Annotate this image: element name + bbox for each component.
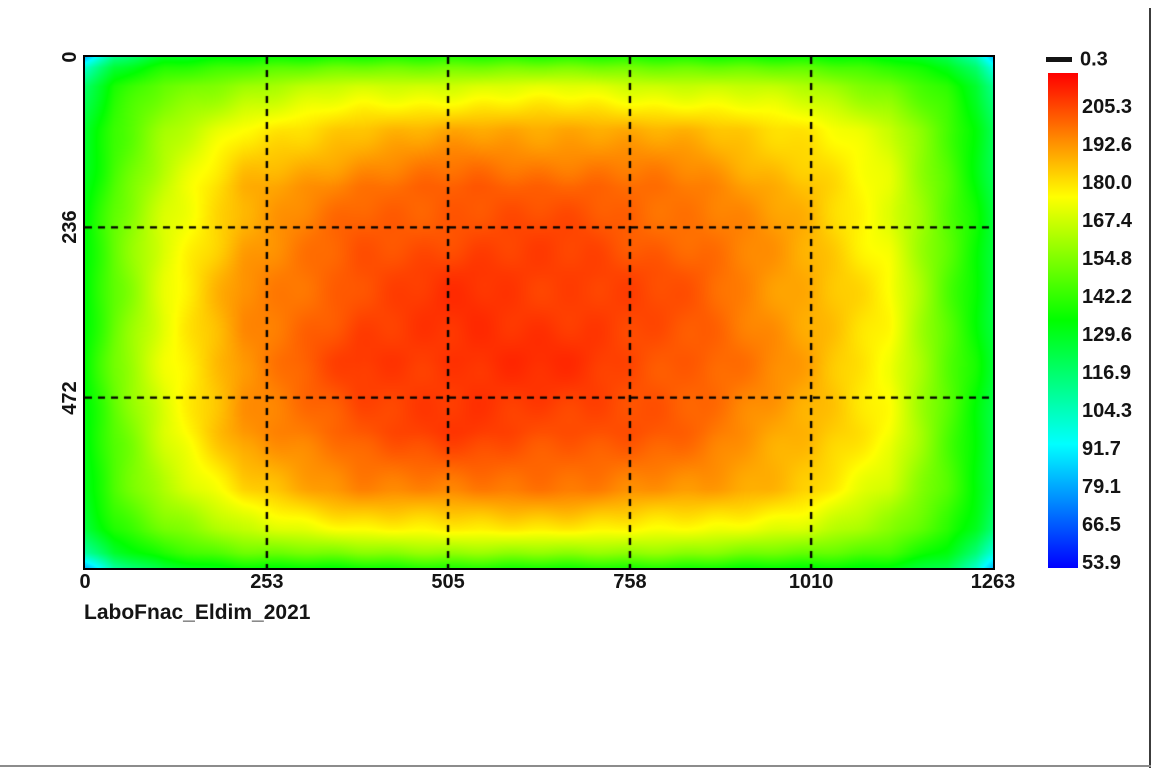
x-tick-label: 758 <box>613 571 647 593</box>
heatmap-canvas <box>85 57 993 568</box>
colorbar-label: 129.6 <box>1082 324 1133 346</box>
colorbar-label: 154.8 <box>1082 248 1133 270</box>
colorbar-label: 167.4 <box>1082 210 1133 232</box>
colorbar-top-label: 0.3 <box>1080 48 1108 71</box>
colorbar-label: 66.5 <box>1082 514 1121 536</box>
colorbar-label: 53.9 <box>1082 552 1121 574</box>
colorbar-label: 192.6 <box>1082 134 1133 156</box>
colorbar-label: 104.3 <box>1082 400 1133 422</box>
x-tick-label: 1010 <box>788 571 834 593</box>
colorbar-label: 142.2 <box>1082 286 1133 308</box>
x-tick-label: 0 <box>79 571 91 593</box>
caption: LaboFnac_Eldim_2021 <box>84 601 311 624</box>
x-tick-label: 505 <box>431 571 465 593</box>
y-tick-label: 236 <box>59 210 81 245</box>
x-tick-label: 1263 <box>970 571 1016 593</box>
y-tick-label: 0 <box>59 51 81 63</box>
colorbar <box>1048 73 1078 568</box>
window-edge-right <box>1149 8 1151 768</box>
y-tick-label: 472 <box>59 380 81 415</box>
x-tick-label: 253 <box>250 571 284 593</box>
colorbar-label: 91.7 <box>1082 438 1121 460</box>
colorbar-label: 116.9 <box>1082 362 1131 384</box>
colorbar-top-tick <box>1046 57 1072 62</box>
window-edge-bottom <box>0 765 1151 767</box>
colorbar-label: 180.0 <box>1082 172 1133 194</box>
colorbar-label: 79.1 <box>1082 476 1121 498</box>
colorbar-label: 205.3 <box>1082 96 1133 118</box>
heatmap-plot <box>83 55 995 570</box>
